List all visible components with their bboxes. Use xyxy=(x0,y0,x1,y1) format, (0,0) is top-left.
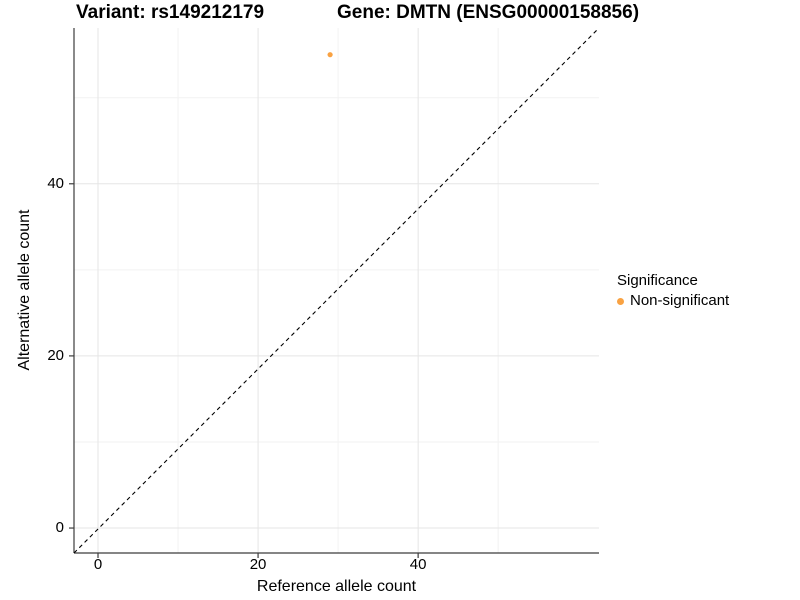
legend: Significance Non-significant xyxy=(617,271,729,310)
legend-entry-label: Non-significant xyxy=(630,292,730,309)
y-tick-label: 20 xyxy=(47,346,64,364)
legend-title: Significance xyxy=(617,272,698,289)
data-point xyxy=(327,52,333,58)
x-tick-label: 40 xyxy=(409,556,427,573)
y-axis-title: Alternative allele count xyxy=(16,209,33,371)
y-tick-label: 40 xyxy=(47,174,64,192)
variant-title: Variant: rs149212179 xyxy=(76,2,265,23)
x-axis-title: Reference allele count xyxy=(256,578,417,595)
x-tick-label: 0 xyxy=(93,556,103,573)
x-tick-label: 20 xyxy=(249,556,267,573)
identity-diagonal-line xyxy=(73,27,600,554)
y-tick-label: 0 xyxy=(55,519,64,537)
legend-entry: Non-significant xyxy=(617,292,729,310)
gene-title: Gene: DMTN (ENSG00000158856) xyxy=(337,2,640,23)
legend-point-icon xyxy=(617,297,624,305)
